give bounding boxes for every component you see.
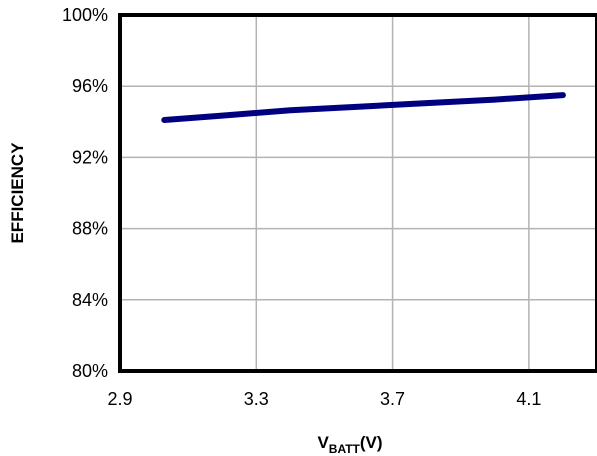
y-tick-label: 88% — [72, 219, 108, 239]
series-layer — [161, 92, 566, 123]
y-tick-label: 92% — [72, 147, 108, 167]
x-tick-label: 3.7 — [380, 389, 405, 409]
grid — [120, 15, 597, 371]
x-axis-title-unit: (V) — [360, 433, 383, 452]
y-tick-label: 96% — [72, 76, 108, 96]
x-tick-label: 2.9 — [107, 389, 132, 409]
efficiency-series-line — [161, 92, 566, 123]
plot-frame — [118, 13, 597, 373]
y-tick-label: 100% — [62, 5, 108, 25]
x-tick-labels: 2.9 3.3 3.7 4.1 — [107, 389, 541, 409]
x-axis-title-subscript: BATT — [329, 442, 361, 456]
x-tick-label: 4.1 — [516, 389, 541, 409]
x-tick-label: 3.3 — [244, 389, 269, 409]
y-tick-label: 84% — [72, 290, 108, 310]
x-axis-title: VBATT(V) — [317, 433, 382, 456]
y-tick-label: 80% — [72, 361, 108, 381]
y-axis-title: EFFICIENCY — [8, 142, 27, 244]
x-axis-title-main: V — [317, 433, 329, 452]
y-tick-labels: 80% 84% 88% 92% 96% 100% — [62, 5, 108, 381]
